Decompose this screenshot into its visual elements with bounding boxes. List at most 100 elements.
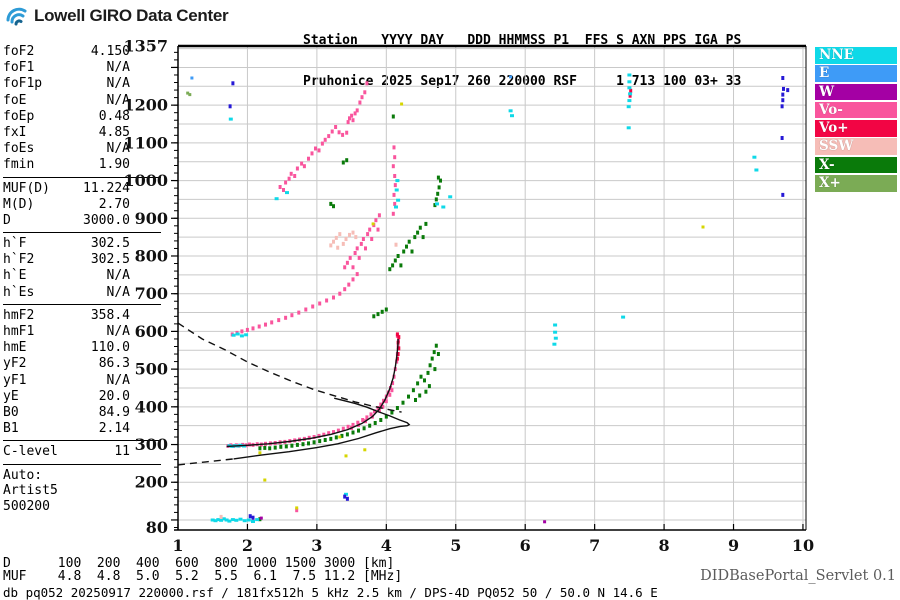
data-point — [351, 430, 355, 435]
data-point — [210, 518, 215, 522]
data-point — [345, 496, 349, 501]
trace-curve — [177, 458, 234, 466]
data-point — [393, 174, 397, 178]
data-point — [282, 188, 285, 192]
data-point — [219, 518, 224, 522]
data-point — [257, 324, 261, 329]
data-point — [552, 342, 557, 346]
data-point — [782, 86, 785, 91]
data-point — [348, 255, 352, 260]
data-point — [553, 330, 558, 334]
y-axis-tick-label: 1357 — [123, 36, 168, 55]
data-point — [341, 241, 345, 246]
data-point — [363, 90, 367, 95]
data-point — [394, 205, 398, 209]
data-point — [279, 444, 283, 449]
data-point — [341, 160, 345, 165]
x-axis-tick-label: 9 — [728, 536, 739, 555]
data-point — [405, 244, 408, 249]
data-point — [343, 265, 347, 270]
parameter-value: N/A — [106, 141, 130, 157]
parameter-value: N/A — [106, 268, 130, 284]
data-point — [295, 166, 299, 171]
data-point — [351, 118, 355, 123]
data-point — [402, 249, 406, 254]
data-point — [242, 519, 247, 523]
data-point — [381, 404, 385, 409]
y-axis-tick-label: 80 — [146, 518, 168, 537]
parameter-row: M(D) 2.70 — [3, 197, 130, 213]
data-point — [284, 180, 288, 185]
parameter-row: foE N/A — [3, 93, 130, 109]
panel-separator — [3, 463, 161, 465]
x-axis-tick-label: 2 — [242, 536, 253, 555]
data-point — [343, 494, 347, 499]
data-point — [343, 287, 347, 292]
data-point — [416, 230, 420, 235]
data-point — [627, 80, 632, 84]
data-point — [351, 277, 355, 282]
data-point — [348, 116, 351, 121]
data-point — [368, 423, 372, 428]
parameter-value: N/A — [106, 92, 130, 108]
parameter-value: 302.5 — [90, 252, 130, 268]
data-point — [433, 367, 437, 372]
data-point — [290, 313, 294, 318]
data-point — [358, 100, 362, 105]
parameter-label: yE — [3, 388, 19, 404]
data-point — [270, 320, 274, 325]
data-point — [384, 414, 388, 419]
parameter-value: N/A — [106, 76, 130, 92]
y-axis-tick-label: 1200 — [123, 96, 168, 115]
data-point — [350, 113, 354, 118]
parameter-value: 0.48 — [98, 108, 130, 124]
data-point — [332, 430, 335, 435]
data-point — [508, 109, 513, 113]
data-point — [392, 192, 396, 197]
x-axis-tick-label: 8 — [659, 536, 670, 555]
data-point — [345, 158, 349, 163]
distance-scale-row: D 100 200 400 600 800 1000 1500 3000 [km… — [3, 556, 395, 571]
data-point — [351, 422, 355, 427]
data-point — [510, 114, 514, 118]
parameter-value: N/A — [106, 324, 130, 339]
data-point — [357, 428, 360, 433]
data-point — [401, 400, 405, 405]
x-axis-tick-label: 3 — [311, 536, 322, 555]
y-axis-tick-label: 1100 — [123, 133, 168, 152]
data-point — [626, 105, 631, 109]
parameter-value: 4.150 — [90, 44, 130, 59]
data-point — [397, 335, 401, 340]
data-point — [287, 176, 291, 181]
data-point — [278, 185, 282, 189]
data-point — [432, 350, 436, 355]
data-point — [414, 398, 417, 402]
data-point — [307, 435, 311, 440]
data-point — [754, 168, 759, 172]
data-point — [334, 435, 338, 440]
servlet-watermark: DIDBasePortal_Servlet 0.1 — [700, 568, 896, 584]
trace-curve — [177, 322, 402, 413]
parameter-value: 4.85 — [98, 124, 130, 140]
x-axis-tick-label: 5 — [450, 536, 461, 555]
data-point — [439, 178, 442, 183]
parameter-row: foEs N/A — [3, 141, 130, 157]
data-point — [418, 393, 422, 398]
x-axis-tick-label: 10 — [792, 536, 814, 555]
parameter-label: MUF(D) — [3, 180, 50, 196]
data-point — [395, 179, 400, 183]
data-point — [354, 235, 358, 240]
data-point — [329, 243, 333, 248]
data-point — [347, 282, 351, 287]
data-point — [391, 211, 395, 216]
panel-separator — [3, 176, 161, 178]
parameter-value: 11 — [114, 444, 130, 460]
data-point — [391, 263, 395, 268]
data-point — [430, 356, 434, 361]
y-axis-tick-label: 900 — [135, 209, 168, 228]
data-point — [419, 374, 423, 379]
data-point — [345, 130, 349, 135]
data-point — [190, 76, 194, 80]
data-point — [380, 309, 384, 314]
data-point — [344, 492, 348, 496]
